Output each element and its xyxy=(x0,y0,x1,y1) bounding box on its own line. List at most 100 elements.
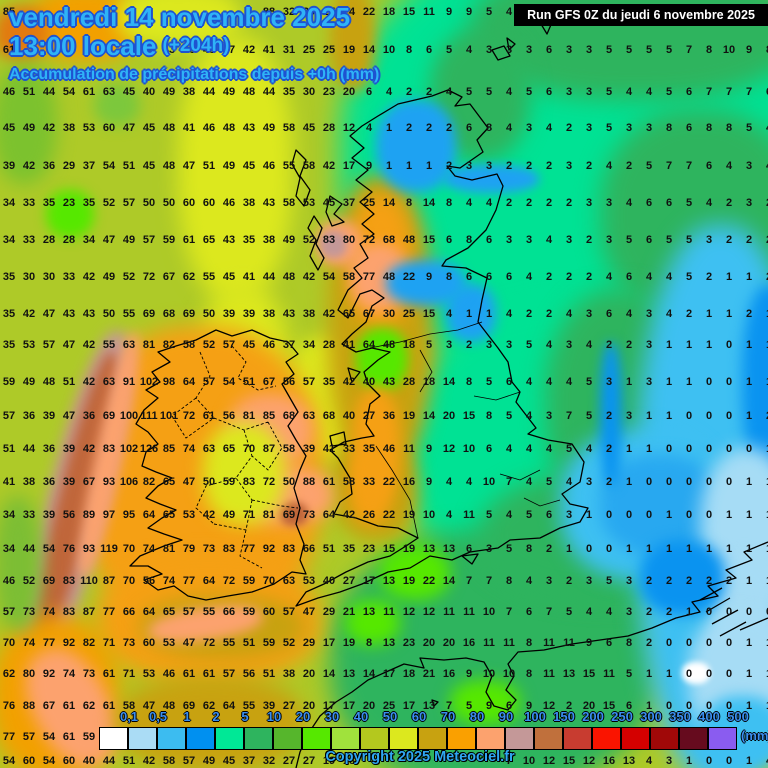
precip-color-region xyxy=(376,100,456,192)
precip-value: 5 xyxy=(465,700,473,712)
precip-value: 61 xyxy=(62,731,76,743)
precip-value: 80 xyxy=(22,668,36,680)
precip-value: 19 xyxy=(402,410,416,422)
precip-value: 36 xyxy=(182,44,196,56)
precip-value: 4 xyxy=(505,443,513,455)
precip-value: 85 xyxy=(162,443,176,455)
precip-value: 6 xyxy=(485,234,493,246)
precip-value: 49 xyxy=(222,86,236,98)
isle-of-man xyxy=(347,367,361,383)
precip-value: 51 xyxy=(242,637,256,649)
precip-value: 4 xyxy=(585,339,593,351)
precip-color-region xyxy=(682,662,710,684)
precip-value: 4 xyxy=(605,160,613,172)
precip-value: 12 xyxy=(342,122,356,134)
precip-value: 48 xyxy=(402,234,416,246)
precip-value: 9 xyxy=(425,271,433,283)
precip-value: 3 xyxy=(585,86,593,98)
precip-value: 5 xyxy=(745,122,753,134)
precip-value: 35 xyxy=(242,234,256,246)
precip-value: 4 xyxy=(725,160,733,172)
precip-value: 6 xyxy=(605,637,613,649)
precip-color-region xyxy=(280,502,308,526)
precip-value: 45 xyxy=(2,122,16,134)
precip-value: 5 xyxy=(505,410,513,422)
precip-value: 60 xyxy=(102,122,116,134)
precip-value: 47 xyxy=(222,44,236,56)
precip-value: 49 xyxy=(122,234,136,246)
precip-value: 4 xyxy=(625,308,633,320)
precip-value: 57 xyxy=(302,376,316,388)
precip-value: 4 xyxy=(445,308,453,320)
precip-value: 42 xyxy=(202,509,216,521)
precip-value: 83 xyxy=(102,443,116,455)
precip-value: 3 xyxy=(625,575,633,587)
precip-value: 0 xyxy=(705,376,713,388)
precip-value: 65 xyxy=(162,476,176,488)
precip-value: 1 xyxy=(385,122,393,134)
precip-value: 39 xyxy=(62,443,76,455)
precip-value: 6 xyxy=(465,271,473,283)
precip-value: 0 xyxy=(685,410,693,422)
precip-value: 2 xyxy=(605,443,613,455)
precip-value: 7 xyxy=(745,86,753,98)
precip-value: 4 xyxy=(545,122,553,134)
precip-value: 8 xyxy=(505,575,513,587)
precip-value: 37 xyxy=(342,197,356,209)
precip-value: 4 xyxy=(766,122,768,134)
precip-value: 48 xyxy=(382,339,396,351)
precip-value: 1 xyxy=(766,339,768,351)
precip-value: 9 xyxy=(465,6,473,18)
precip-color-region xyxy=(0,496,42,631)
precip-value: 5 xyxy=(605,44,613,56)
precip-value: 8 xyxy=(445,271,453,283)
hebrides-islands xyxy=(291,149,345,271)
precip-value: 42 xyxy=(342,509,356,521)
precip-value: 47 xyxy=(142,700,156,712)
precip-value: 40 xyxy=(142,86,156,98)
precip-value: 2 xyxy=(565,197,573,209)
precip-value: 5 xyxy=(665,44,673,56)
precip-value: 12 xyxy=(542,700,556,712)
precip-value: 59 xyxy=(222,476,236,488)
precip-value: 0 xyxy=(665,637,673,649)
precip-value: 40 xyxy=(342,410,356,422)
precip-value: 9 xyxy=(365,160,373,172)
precip-value: 39 xyxy=(42,410,56,422)
precip-value: 4 xyxy=(525,410,533,422)
precip-value: 32 xyxy=(262,755,276,767)
precip-value: 35 xyxy=(2,339,16,351)
precip-value: 1 xyxy=(705,308,713,320)
precip-value: 10 xyxy=(482,668,496,680)
precip-value: 4 xyxy=(605,271,613,283)
precip-value: 43 xyxy=(202,44,216,56)
precip-value: 45 xyxy=(302,122,316,134)
precip-value: 2 xyxy=(545,160,553,172)
precip-value: 55 xyxy=(222,637,236,649)
precip-value: 83 xyxy=(62,575,76,587)
precip-value: 46 xyxy=(382,443,396,455)
precip-value: 12 xyxy=(582,755,596,767)
precip-value: 49 xyxy=(222,160,236,172)
irish-county-borders xyxy=(171,351,299,569)
precip-value: 2 xyxy=(545,543,553,555)
precip-value: 54 xyxy=(322,271,336,283)
precip-value: 17 xyxy=(342,700,356,712)
precip-value: 1 xyxy=(425,160,433,172)
precip-value: 11 xyxy=(483,637,495,649)
precip-value: 29 xyxy=(302,637,316,649)
precip-value: 53 xyxy=(22,339,36,351)
precip-value: 20 xyxy=(442,637,456,649)
precip-value: 4 xyxy=(545,376,553,388)
precip-value: 59 xyxy=(162,234,176,246)
precip-value: 51 xyxy=(322,543,336,555)
precip-value: 34 xyxy=(2,234,16,246)
precip-value: 2 xyxy=(425,122,433,134)
precip-value: 51 xyxy=(202,160,216,172)
precip-value: 22 xyxy=(402,271,416,283)
precip-value: 42 xyxy=(82,443,96,455)
precip-value: 40 xyxy=(362,376,376,388)
precip-value: 4 xyxy=(525,575,533,587)
precip-value: 2 xyxy=(405,122,413,134)
precip-value: 3 xyxy=(525,44,533,56)
